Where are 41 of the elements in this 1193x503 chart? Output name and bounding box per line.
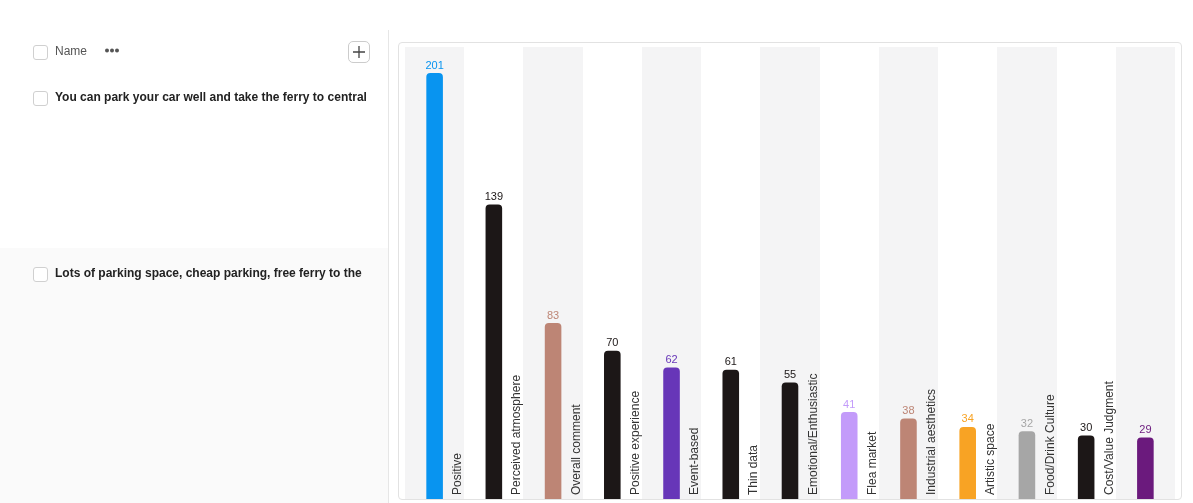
bar: [1137, 437, 1154, 499]
data-label: 41: [843, 397, 856, 410]
bar: [426, 73, 443, 499]
text: Name: [55, 44, 88, 58]
bar: [485, 204, 503, 499]
data-label: 139: [484, 189, 504, 202]
data-label: 61: [724, 355, 737, 368]
bar: [781, 382, 799, 499]
x-tick-label: Positive experience: [627, 390, 642, 495]
data-label: 83: [546, 308, 560, 321]
data-label: 55: [783, 367, 797, 380]
x-tick-label: Industrial aesthetics: [924, 388, 939, 495]
data-label: 38: [902, 403, 915, 416]
bar: [544, 323, 562, 499]
x-tick-label: Artistic space: [983, 423, 998, 495]
x-tick-label: Food/Drink Culture: [1042, 393, 1057, 495]
x-tick-label: Emotional/Enthusiastic: [805, 373, 820, 495]
bar: [663, 367, 680, 499]
bar: [1018, 431, 1036, 499]
x-tick-label: Event-based: [687, 427, 702, 495]
x-tick-label: Perceived atmosphere: [509, 374, 524, 495]
bar: [604, 350, 621, 499]
x-tick-label: Thin data: [746, 444, 761, 495]
text: You can park your car well and take the ferry to central: [55, 90, 367, 104]
x-tick-label: Positive: [450, 452, 465, 495]
data-label: 70: [606, 336, 619, 349]
data-label: 30: [1080, 420, 1093, 433]
data-label: 201: [425, 58, 444, 71]
bar: [900, 418, 917, 499]
x-tick-label: Flea market: [864, 430, 879, 495]
bar: [959, 426, 976, 499]
data-label: 34: [961, 412, 974, 425]
bar: [722, 369, 740, 499]
x-tick-label: Cost/Value Judgment: [1101, 380, 1116, 495]
bar: [840, 412, 858, 499]
x-tick-label: Overall comment: [568, 403, 583, 495]
text: Lots of parking space, cheap parking, free ferry to the: [55, 266, 362, 280]
bar: [1077, 435, 1095, 499]
data-label: 62: [665, 353, 678, 366]
data-label: 32: [1020, 416, 1034, 429]
data-label: 29: [1139, 423, 1152, 436]
